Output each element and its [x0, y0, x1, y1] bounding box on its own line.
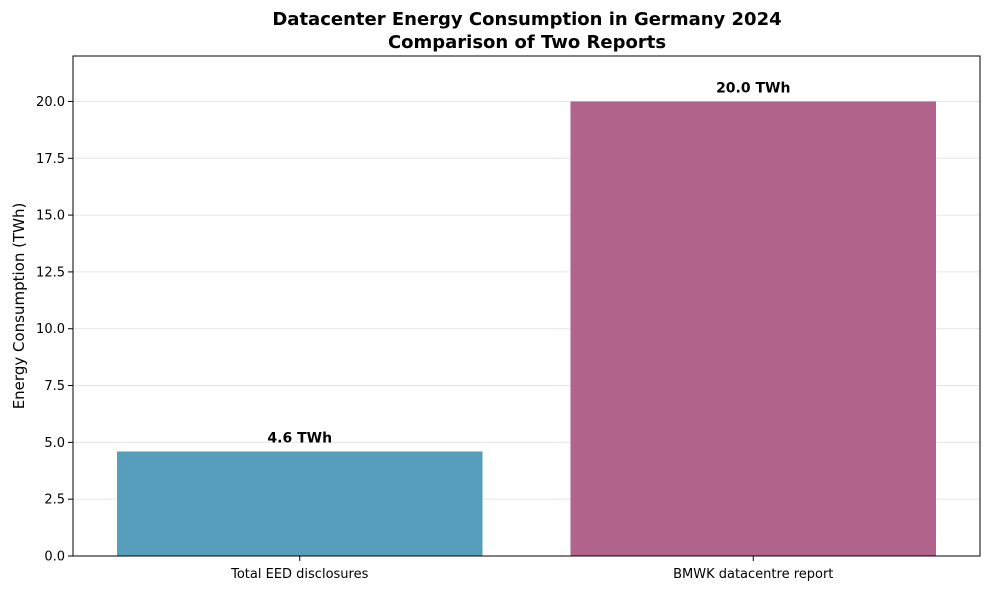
y-tick-label: 12.5 — [36, 265, 65, 280]
plot-area-frame — [72, 55, 981, 557]
x-axis-ticks: Total EED disclosures BMWK datacentre rep… — [230, 556, 833, 582]
y-axis-label: Energy Consumption (TWh) — [10, 203, 28, 410]
data-label: 20.0 TWh — [716, 80, 790, 96]
y-tick-label: 15.0 — [36, 209, 65, 224]
x-tick-label: Total EED disclosures — [230, 567, 368, 582]
y-tick-label: 10.0 — [36, 322, 65, 337]
y-tick-label: 5.0 — [44, 436, 65, 451]
x-tick-label: BMWK datacentre report — [673, 567, 833, 582]
y-tick-label: 20.0 — [36, 95, 65, 110]
y-tick-label: 17.5 — [36, 152, 65, 167]
data-label: 4.6 TWh — [267, 430, 332, 446]
chart-subtitle: Comparison of Two Reports — [388, 32, 666, 53]
gridlines — [73, 100, 980, 500]
y-axis-ticks: 0.0 2.5 5.0 7.5 10.0 12.5 15.0 17.5 20.0 — [36, 95, 73, 565]
data-labels: 4.6 TWh 20.0 TWh — [267, 80, 790, 446]
bars — [116, 101, 937, 557]
y-tick-label: 2.5 — [44, 493, 65, 508]
y-tick-label: 7.5 — [44, 379, 65, 394]
bar-1 — [116, 451, 483, 556]
chart-title: Datacenter Energy Consumption in Germany… — [272, 9, 781, 30]
y-tick-label: 0.0 — [44, 550, 65, 565]
bar-2 — [570, 101, 937, 557]
